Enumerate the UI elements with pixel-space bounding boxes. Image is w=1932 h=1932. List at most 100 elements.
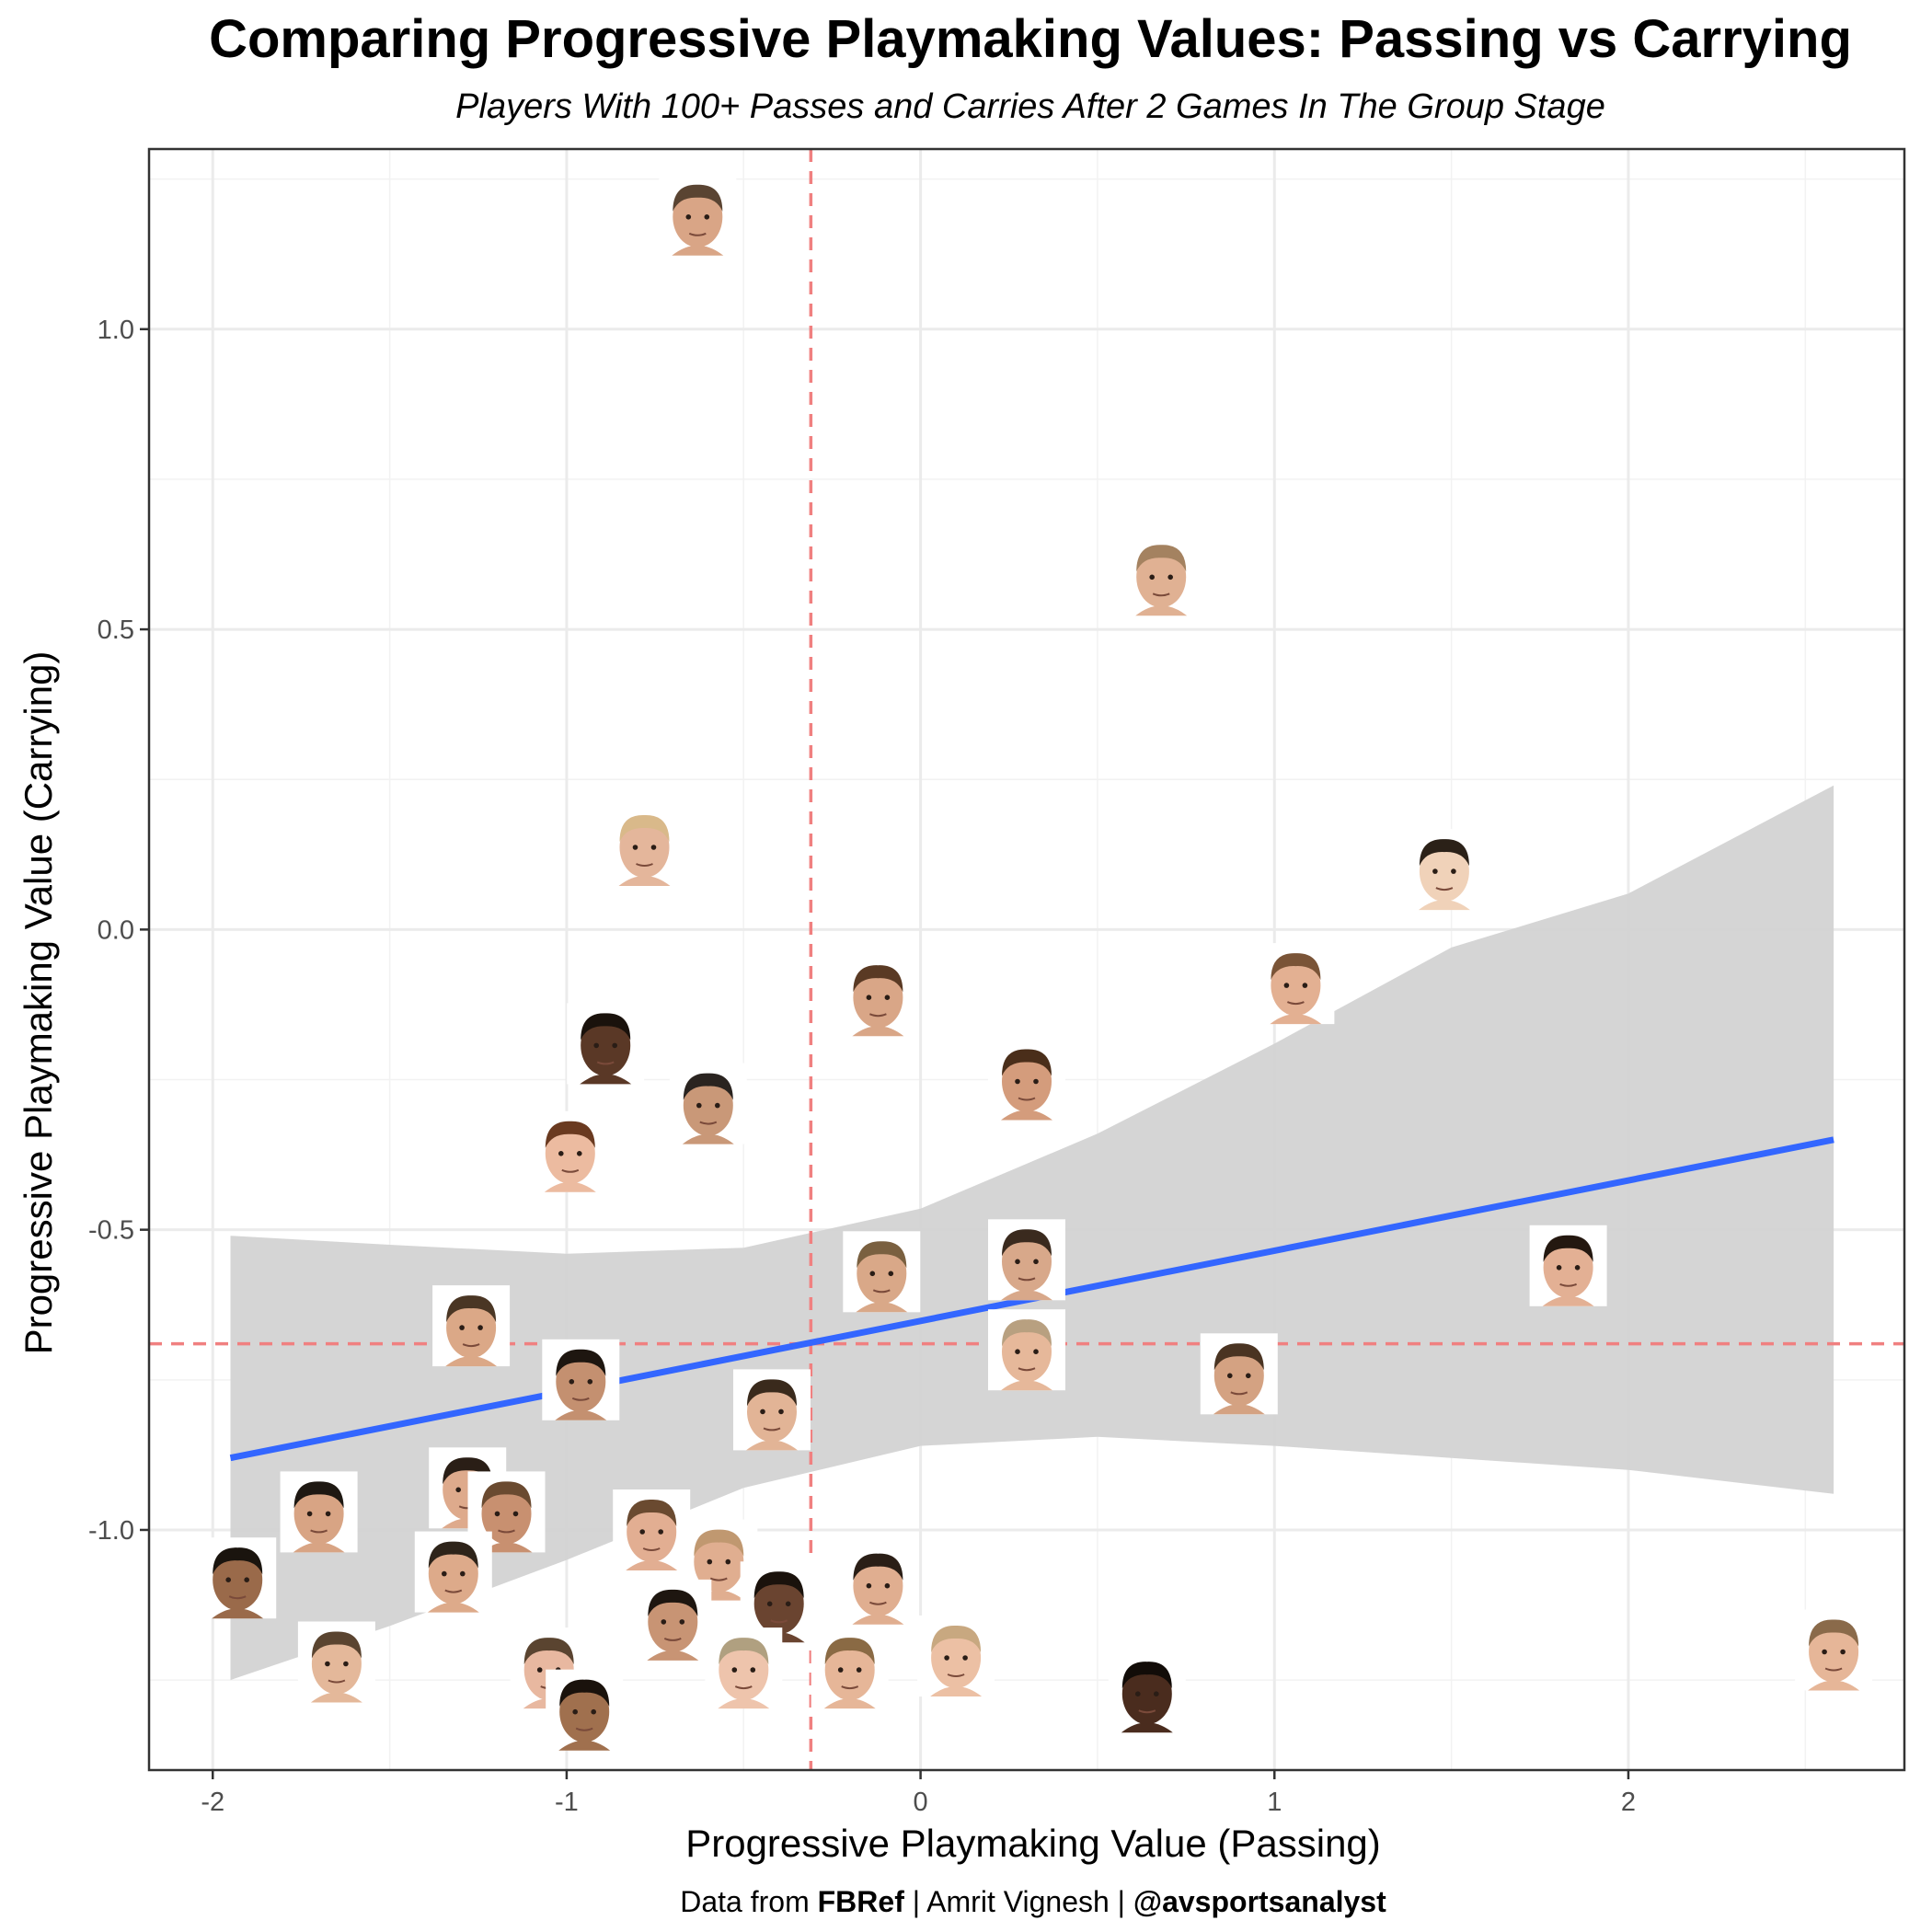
headshot-neck xyxy=(1213,1404,1265,1415)
player-point xyxy=(1405,829,1483,911)
headshot-hair xyxy=(1543,1235,1593,1262)
headshot-neck xyxy=(427,1602,479,1613)
headshot-hair xyxy=(559,1679,610,1707)
headshot-eye xyxy=(1840,1649,1846,1655)
headshot-mouth xyxy=(1018,1097,1036,1101)
headshot-neck xyxy=(718,1698,770,1709)
headshot-hair xyxy=(648,1589,698,1616)
headshot-eye xyxy=(577,1151,582,1156)
headshot-neck xyxy=(558,1740,611,1751)
headshot-eye xyxy=(612,1042,617,1049)
headshot-eye xyxy=(569,1379,575,1385)
headshot-mouth xyxy=(462,1343,480,1348)
headshot-mouth xyxy=(688,232,707,236)
headshot-eye xyxy=(1283,983,1290,988)
caption-source: FBRef xyxy=(818,1885,905,1918)
headshot-face xyxy=(627,1501,677,1562)
headshot-eye xyxy=(869,1271,876,1277)
headshot-mouth xyxy=(868,1601,887,1605)
headshot-eye xyxy=(1033,1259,1039,1265)
headshot-eye xyxy=(572,1708,578,1715)
chart-subtitle: Players With 100+ Passes and Carries Aft… xyxy=(455,87,1605,126)
headshot-neck xyxy=(555,1409,607,1420)
player-point xyxy=(1795,1609,1873,1691)
headshot-face xyxy=(824,1639,875,1701)
player-point xyxy=(988,1309,1065,1391)
headshot-face xyxy=(1809,1621,1859,1683)
player-point xyxy=(280,1471,358,1553)
headshot-face xyxy=(853,1555,903,1616)
headshot-neck xyxy=(856,1302,908,1313)
headshot-neck xyxy=(1001,1290,1052,1301)
headshot-neck xyxy=(626,1560,678,1570)
headshot-face xyxy=(719,1639,769,1701)
player-points xyxy=(199,174,1873,1751)
headshot-mouth xyxy=(228,1595,247,1600)
headshot-eye xyxy=(866,995,872,1000)
headshot-eye xyxy=(632,845,638,850)
player-point xyxy=(542,1339,620,1420)
headshot-eye xyxy=(856,1667,862,1673)
headshot-face xyxy=(1002,1321,1052,1383)
headshot-eye xyxy=(1154,1691,1159,1696)
headshot-neck xyxy=(580,1074,632,1085)
headshot-hair xyxy=(213,1547,263,1575)
headshot-eye xyxy=(1574,1265,1581,1271)
headshot-eye xyxy=(1149,574,1155,581)
player-point xyxy=(839,1543,917,1625)
headshot-neck xyxy=(1542,1295,1594,1306)
player-point xyxy=(1200,1333,1278,1415)
headshot-hair xyxy=(753,1571,804,1599)
headshot-eye xyxy=(343,1661,349,1667)
headshot-hair xyxy=(673,184,723,212)
headshot-mouth xyxy=(1286,1001,1305,1006)
headshot-face xyxy=(556,1351,606,1412)
x-tick-label: 2 xyxy=(1621,1788,1636,1817)
headshot-neck xyxy=(852,1026,904,1037)
headshot-mouth xyxy=(770,1619,788,1624)
headshot-neck xyxy=(1270,1014,1322,1025)
headshot-eye xyxy=(962,1655,968,1661)
headshot-hair xyxy=(719,1638,769,1665)
headshot-eye xyxy=(1302,983,1308,988)
headshot-eye xyxy=(731,1667,738,1673)
player-point xyxy=(1257,943,1335,1025)
headshot-neck xyxy=(544,1181,596,1192)
headshot-face xyxy=(559,1681,610,1742)
player-point xyxy=(659,174,737,256)
headshot-eye xyxy=(460,1570,466,1577)
x-tick-label: 0 xyxy=(914,1788,928,1817)
player-point xyxy=(988,1039,1065,1121)
headshot-mouth xyxy=(868,1013,887,1018)
headshot-hair xyxy=(931,1625,982,1652)
headshot-eye xyxy=(658,1529,663,1535)
headshot-mouth xyxy=(310,1529,328,1534)
player-point xyxy=(634,1579,712,1661)
headshot-neck xyxy=(682,1133,734,1144)
headshot-face xyxy=(1213,1345,1264,1407)
player-point xyxy=(432,1285,511,1367)
headshot-mouth xyxy=(575,1727,593,1731)
headshot-mouth xyxy=(734,1685,753,1690)
player-point xyxy=(917,1616,995,1696)
player-point xyxy=(1108,1651,1186,1733)
y-tick-label: -0.5 xyxy=(88,1216,134,1246)
headshot-mouth xyxy=(947,1673,965,1677)
headshot-hair xyxy=(853,1553,903,1581)
player-point xyxy=(705,1627,783,1709)
headshot-eye xyxy=(696,1102,702,1109)
player-point xyxy=(605,805,684,886)
player-point xyxy=(531,1110,609,1192)
player-point xyxy=(988,1219,1065,1301)
headshot-eye xyxy=(707,1558,713,1565)
headshot-eye xyxy=(536,1667,543,1673)
headshot-hair xyxy=(1213,1343,1264,1371)
headshot-neck xyxy=(480,1542,533,1553)
headshot-hair xyxy=(1121,1662,1172,1689)
headshot-hair xyxy=(1002,1049,1052,1076)
headshot-hair xyxy=(1136,545,1187,572)
player-point xyxy=(567,1003,645,1085)
headshot-hair xyxy=(311,1631,362,1659)
headshot-eye xyxy=(715,1102,720,1109)
headshot-hair xyxy=(556,1349,606,1376)
